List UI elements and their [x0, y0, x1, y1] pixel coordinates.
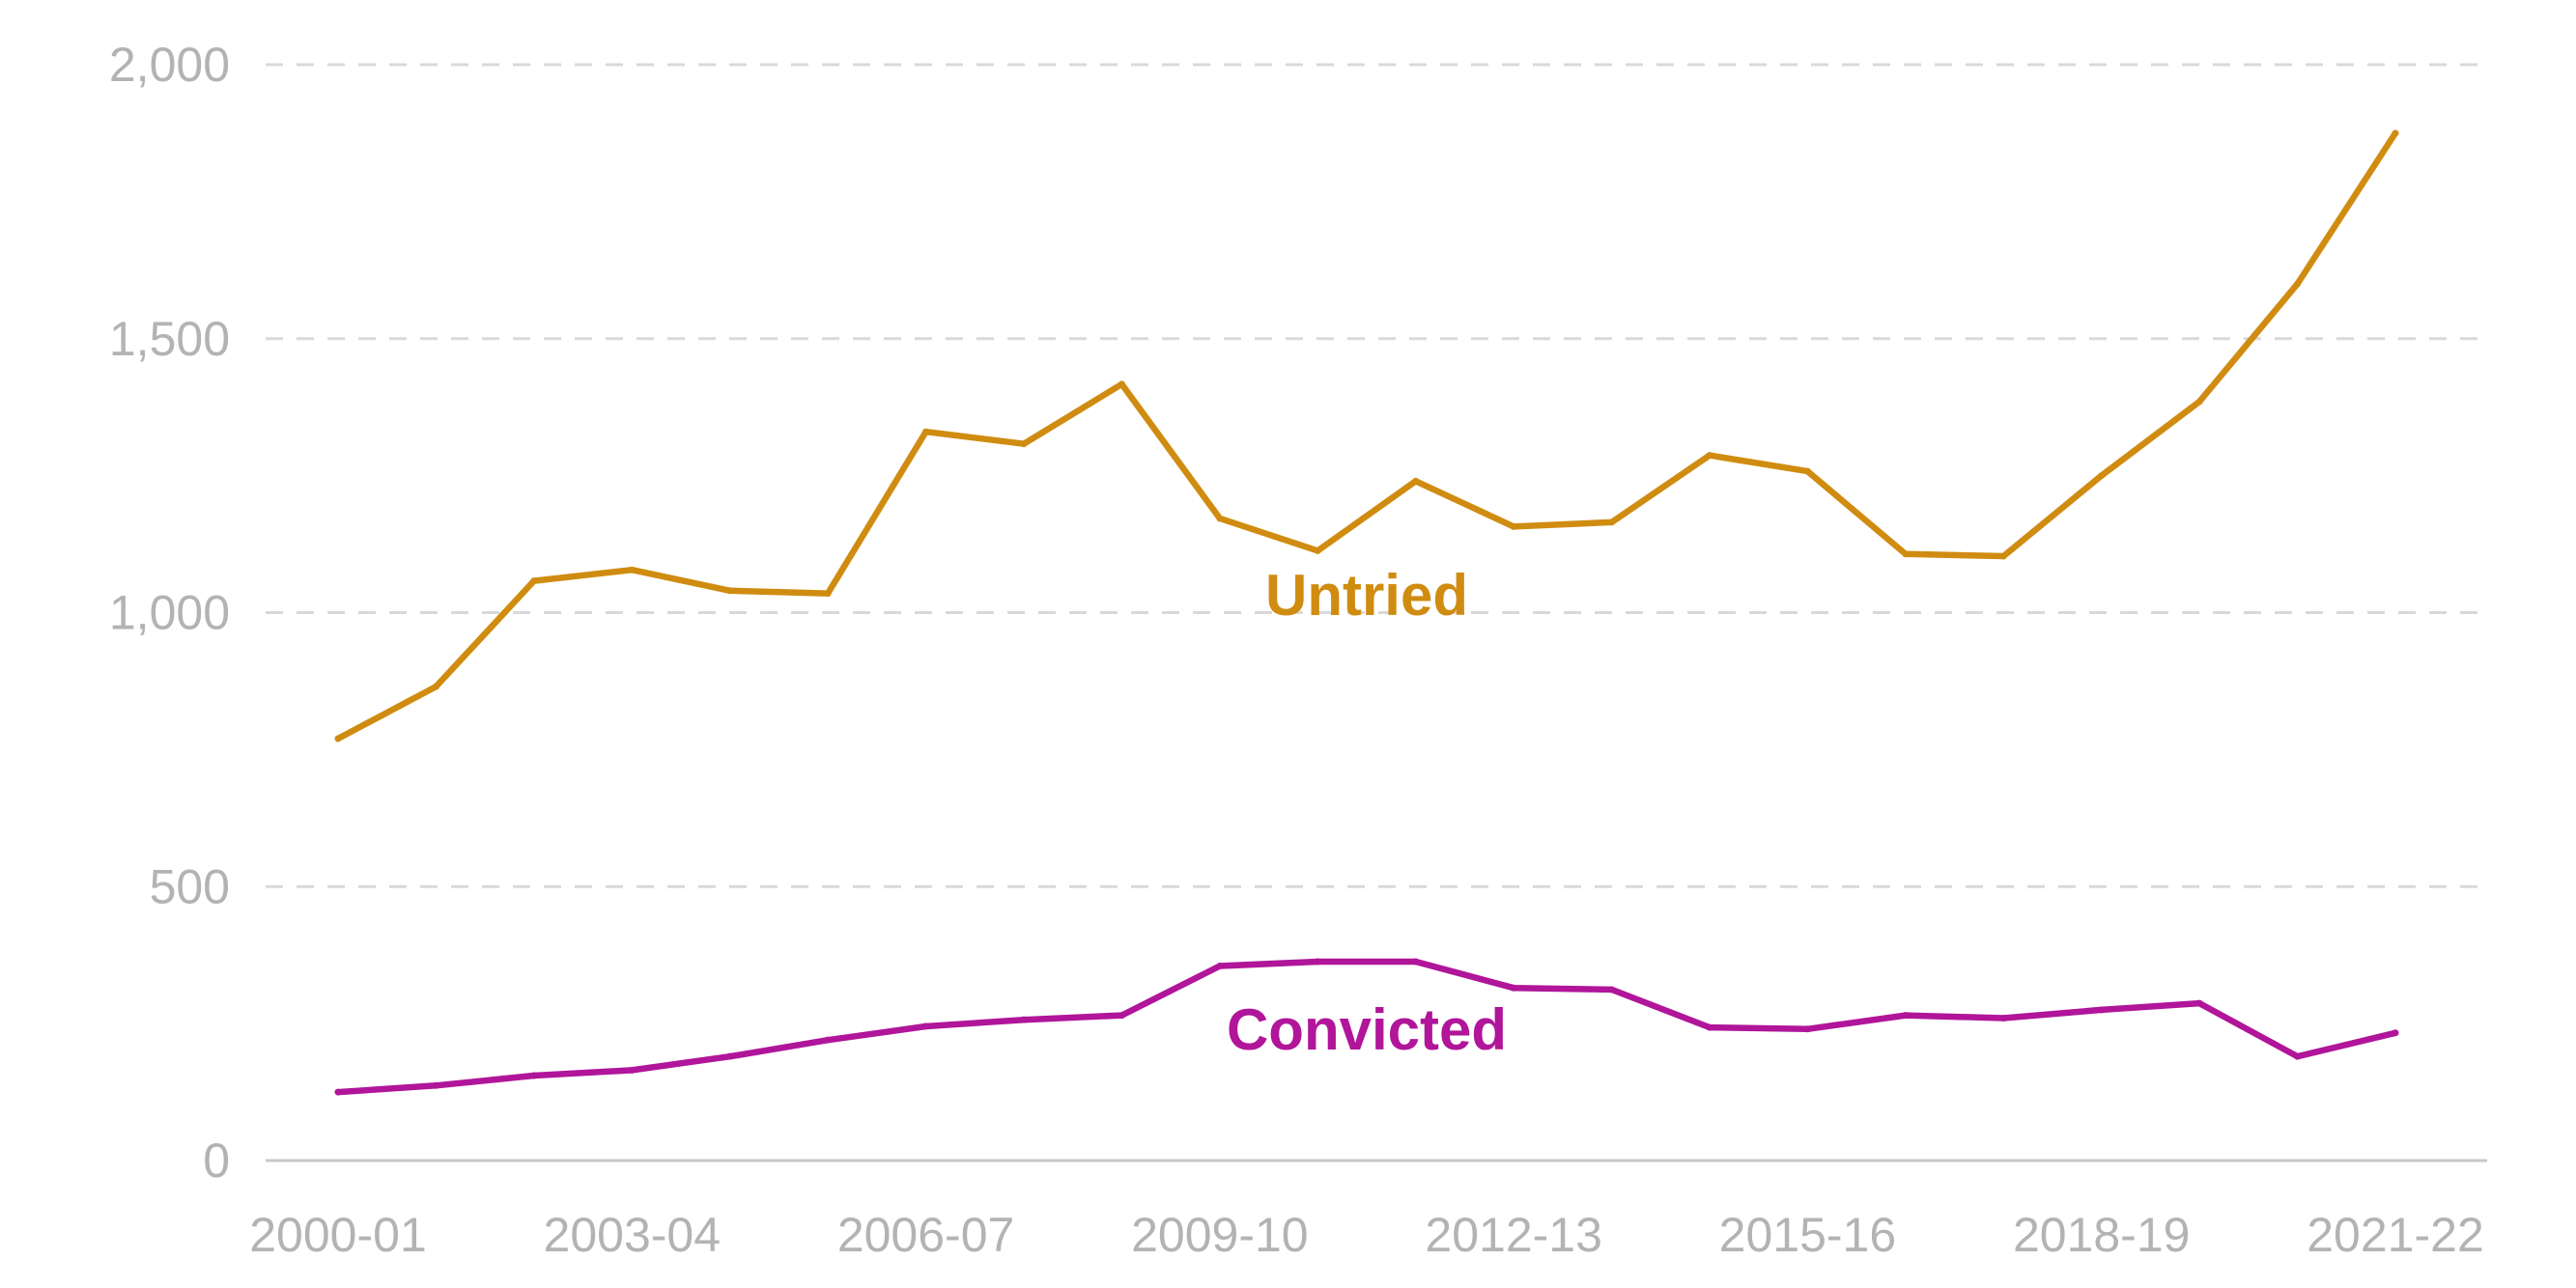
x-tick-label: 2003-04: [544, 1208, 722, 1262]
convicted-data-point: [1020, 1016, 1028, 1023]
y-tick-label: 500: [150, 859, 230, 913]
x-axis-tick-labels: 2000-01 2003-04 2006-07 2009-10 2012-13 2015-…: [249, 1208, 2484, 1262]
convicted-data-point: [726, 1052, 734, 1060]
y-tick-label: 2,000: [109, 38, 230, 92]
untried-series-label: Untried: [1265, 563, 1468, 628]
x-tick-label: 2018-19: [2013, 1208, 2191, 1262]
convicted-data-point: [1999, 1014, 2007, 1022]
convicted-data-point: [824, 1036, 832, 1044]
untried-data-point: [1803, 467, 1811, 475]
convicted-data-point: [1314, 958, 1321, 966]
untried-data-point: [1118, 380, 1125, 388]
x-tick-label: 2021-22: [2307, 1208, 2484, 1262]
series-lines: [334, 129, 2399, 1096]
convicted-data-point: [1412, 958, 1420, 966]
convicted-data-point: [628, 1066, 636, 1074]
untried-data-point: [1706, 452, 1713, 460]
x-tick-label: 2015-16: [1719, 1208, 1897, 1262]
untried-data-point: [2098, 472, 2106, 480]
y-axis-tick-labels: 0 500 1,000 1,500 2,000: [109, 38, 230, 1188]
convicted-series-line: [334, 958, 2399, 1096]
untried-data-point: [922, 428, 930, 435]
convicted-data-point: [1706, 1023, 1713, 1031]
untried-data-point: [824, 590, 832, 598]
untried-data-point: [432, 683, 439, 690]
convicted-data-point: [530, 1072, 538, 1079]
untried-data-point: [1510, 522, 1517, 530]
gridlines: [266, 63, 2487, 1162]
untried-data-point: [1314, 546, 1321, 554]
convicted-data-point: [2098, 1006, 2106, 1014]
convicted-series-label: Convicted: [1227, 997, 1507, 1062]
untried-data-point: [1020, 440, 1028, 448]
convicted-data-point: [1216, 963, 1224, 970]
y-tick-label: 1,500: [109, 312, 230, 366]
untried-data-point: [1216, 515, 1224, 522]
convicted-data-point: [2294, 1052, 2302, 1060]
convicted-data-point: [922, 1022, 930, 1030]
untried-data-point: [726, 587, 734, 595]
convicted-data-point: [1608, 986, 1616, 994]
y-tick-label: 0: [203, 1134, 230, 1188]
x-tick-label: 2012-13: [1425, 1208, 1602, 1262]
untried-series-line: [334, 129, 2399, 742]
untried-data-point: [334, 735, 342, 742]
x-tick-label: 2000-01: [249, 1208, 427, 1262]
untried-data-point: [2195, 398, 2203, 406]
untried-data-point: [1999, 552, 2007, 560]
convicted-data-point: [2392, 1029, 2399, 1037]
convicted-data-point: [1902, 1012, 1910, 1020]
x-tick-label: 2006-07: [837, 1208, 1015, 1262]
untried-data-point: [628, 566, 636, 574]
untried-data-point: [1902, 550, 1910, 558]
untried-data-point: [1412, 477, 1420, 485]
untried-data-point: [2294, 280, 2302, 288]
x-tick-label: 2009-10: [1131, 1208, 1309, 1262]
convicted-data-point: [432, 1081, 439, 1089]
convicted-data-point: [1118, 1012, 1125, 1020]
convicted-data-point: [1510, 984, 1517, 992]
untried-data-point: [1608, 518, 1616, 526]
y-tick-label: 1,000: [109, 586, 230, 640]
convicted-data-point: [334, 1088, 342, 1096]
convicted-data-point: [1803, 1025, 1811, 1033]
untried-data-point: [2392, 129, 2399, 137]
untried-data-point: [530, 577, 538, 585]
convicted-data-point: [2195, 999, 2203, 1007]
